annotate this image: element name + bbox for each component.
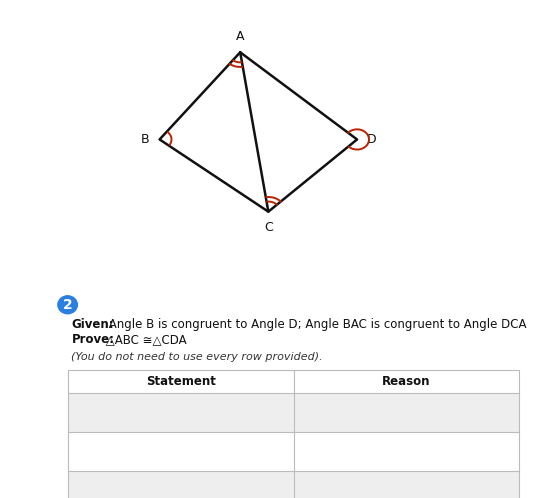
Bar: [68, 370, 519, 498]
Text: Given:: Given:: [71, 318, 114, 331]
Bar: [294, 471, 519, 498]
Text: Reason: Reason: [382, 375, 431, 388]
Text: Prove:: Prove:: [71, 333, 114, 346]
Text: Statement: Statement: [146, 375, 216, 388]
Circle shape: [58, 296, 77, 314]
Text: D: D: [367, 133, 377, 146]
Bar: [68, 471, 294, 498]
Text: △ABC ≅△CDA: △ABC ≅△CDA: [102, 333, 186, 346]
Bar: [294, 393, 519, 432]
Text: A: A: [236, 30, 245, 43]
Bar: [68, 370, 519, 393]
Bar: [68, 393, 294, 432]
Text: 2: 2: [63, 298, 72, 312]
Bar: [294, 432, 519, 471]
Text: B: B: [141, 133, 150, 146]
Text: Angle B is congruent to Angle D; Angle BAC is congruent to Angle DCA: Angle B is congruent to Angle D; Angle B…: [105, 318, 526, 331]
Text: (You do not need to use every row provided).: (You do not need to use every row provid…: [71, 352, 323, 362]
Bar: [68, 432, 294, 471]
Text: C: C: [264, 221, 273, 234]
